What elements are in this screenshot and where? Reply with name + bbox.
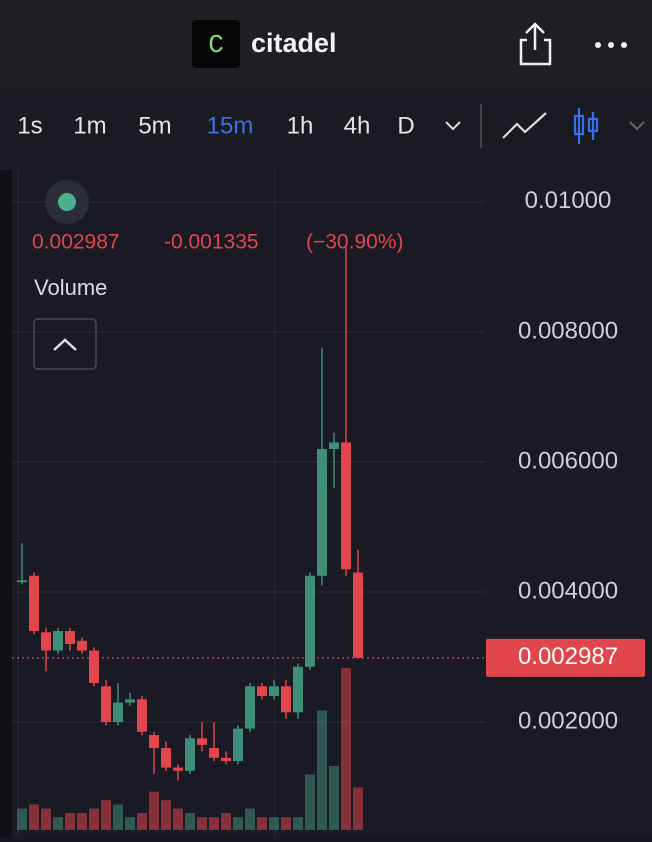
interval-button[interactable]: 1s	[17, 112, 42, 139]
plot: 0.002000 0.004000 0.006000 0.008000 0.01000 0…	[12, 187, 645, 830]
logo[interactable]	[192, 20, 240, 68]
toolbar	[0, 88, 652, 164]
volume-bar	[173, 808, 183, 830]
volume-bar	[29, 804, 39, 830]
legend-price: 0.002987	[32, 231, 120, 254]
y-tick-label: 0.008000	[518, 317, 618, 344]
candle-body	[185, 738, 195, 771]
volume-bar	[221, 812, 231, 830]
candle-body	[17, 580, 27, 583]
volume-bar	[305, 774, 315, 830]
candle-body	[209, 748, 219, 758]
line-chart-button[interactable]	[502, 112, 547, 139]
last-price-box	[486, 638, 645, 677]
volume-bar	[89, 808, 99, 830]
header-bar	[0, 0, 652, 88]
volume-bar	[41, 808, 51, 830]
legend-change: -0.001335	[164, 231, 259, 254]
interval-button[interactable]: D	[397, 112, 414, 139]
header-title: citadel	[251, 28, 337, 58]
volume-bar	[137, 812, 147, 830]
y-tick-label: 0.002000	[518, 707, 618, 734]
status-dot	[58, 193, 76, 211]
volume-bar	[77, 812, 87, 830]
more-button[interactable]	[595, 42, 627, 48]
volume-bar	[161, 800, 171, 830]
interval-list: 1s 1m 5m 15m 1h 4h D	[17, 112, 414, 139]
y-tick-label: 0.01000	[525, 187, 612, 214]
collapse-icon	[53, 338, 77, 351]
candle-body	[113, 702, 123, 723]
candle-body	[29, 575, 39, 632]
volume-bar	[257, 817, 267, 830]
candle-chart-button[interactable]	[573, 108, 599, 144]
collapse-button[interactable]	[33, 318, 97, 370]
candle-body	[245, 686, 255, 729]
candle-body	[89, 650, 99, 684]
volume-bar	[53, 817, 63, 830]
legend-change-pct: (−30.90%)	[306, 231, 403, 254]
candle-body	[233, 728, 243, 762]
left-edge	[0, 170, 12, 837]
candle-body	[149, 735, 159, 749]
interval-button[interactable]: 5m	[138, 112, 171, 139]
volume-label: Volume	[34, 275, 107, 300]
candle-body	[305, 575, 315, 667]
candle-body	[77, 640, 87, 651]
candle-body	[101, 686, 111, 723]
last-price-label: 0.002987	[518, 643, 618, 670]
chart-type-dropdown[interactable]	[629, 121, 645, 131]
candle-body	[173, 767, 183, 771]
volume-bar	[341, 668, 351, 830]
y-tick-label: 0.004000	[518, 577, 618, 604]
candle-body	[41, 632, 51, 651]
candle-body	[353, 572, 363, 658]
candle-body	[197, 738, 207, 745]
share-button[interactable]	[519, 22, 552, 66]
volume-bar	[293, 817, 303, 830]
interval-button[interactable]: 1m	[73, 112, 106, 139]
volume-bar	[353, 787, 363, 830]
volume-bar	[113, 804, 123, 830]
volume-bar	[281, 817, 291, 830]
candle-body	[269, 686, 279, 697]
volume-bar	[245, 808, 255, 830]
candle-body	[281, 686, 291, 713]
interval-button[interactable]: 15m	[207, 112, 254, 139]
interval-button[interactable]: 4h	[344, 112, 371, 139]
interval-dropdown[interactable]	[445, 121, 461, 131]
candle-body	[161, 748, 171, 768]
volume-bar	[65, 812, 75, 830]
candle-body	[317, 448, 327, 576]
volume-bar	[209, 817, 219, 830]
volume-bar	[197, 817, 207, 830]
volume-bar	[233, 817, 243, 830]
volume-bar	[149, 791, 159, 830]
volume-bar	[329, 766, 339, 830]
volume-bar	[269, 817, 279, 830]
candle-body	[221, 757, 231, 762]
volume-bar	[125, 817, 135, 830]
candle-body	[125, 699, 135, 703]
candle-body	[65, 631, 75, 645]
candle-body	[53, 631, 63, 651]
interval-button[interactable]: 1h	[287, 112, 314, 139]
y-tick-label: 0.006000	[518, 447, 618, 474]
candle-body	[341, 442, 351, 570]
volume-bar	[17, 808, 27, 830]
candle-body	[329, 442, 339, 449]
candle-body	[293, 666, 303, 713]
candle-body	[257, 686, 267, 697]
volume-bar	[185, 812, 195, 830]
volume-bar	[101, 800, 111, 830]
logo-letter: C	[208, 30, 224, 60]
candle-body	[137, 699, 147, 732]
volume-bar	[317, 710, 327, 830]
